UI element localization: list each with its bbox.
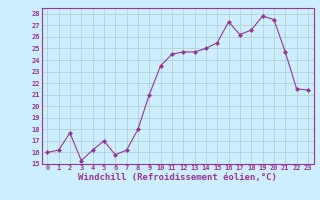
X-axis label: Windchill (Refroidissement éolien,°C): Windchill (Refroidissement éolien,°C) xyxy=(78,173,277,182)
